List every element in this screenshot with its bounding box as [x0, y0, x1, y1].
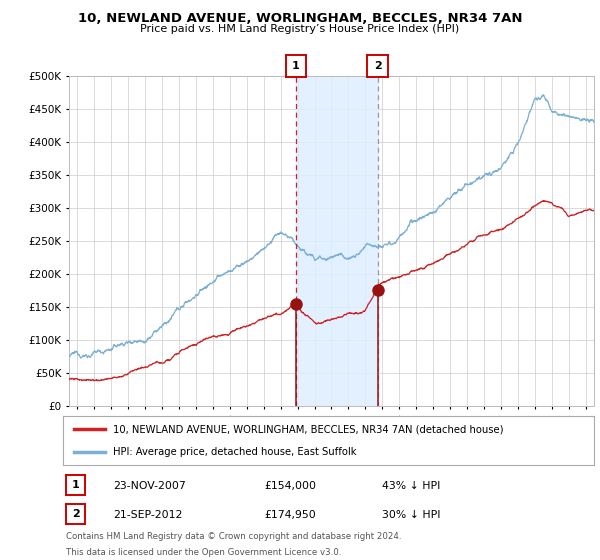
Text: 10, NEWLAND AVENUE, WORLINGHAM, BECCLES, NR34 7AN (detached house): 10, NEWLAND AVENUE, WORLINGHAM, BECCLES,… — [113, 424, 504, 435]
Text: £174,950: £174,950 — [265, 510, 317, 520]
Text: 1: 1 — [72, 480, 79, 490]
Text: 43% ↓ HPI: 43% ↓ HPI — [382, 480, 440, 491]
Text: Price paid vs. HM Land Registry’s House Price Index (HPI): Price paid vs. HM Land Registry’s House … — [140, 24, 460, 34]
Text: 30% ↓ HPI: 30% ↓ HPI — [382, 510, 440, 520]
Text: 23-NOV-2007: 23-NOV-2007 — [113, 480, 186, 491]
Text: 10, NEWLAND AVENUE, WORLINGHAM, BECCLES, NR34 7AN: 10, NEWLAND AVENUE, WORLINGHAM, BECCLES,… — [78, 12, 522, 25]
Text: 1: 1 — [292, 61, 300, 71]
Text: 2: 2 — [374, 61, 382, 71]
Text: 2: 2 — [72, 509, 79, 519]
Bar — [296, 76, 377, 406]
Text: 21-SEP-2012: 21-SEP-2012 — [113, 510, 183, 520]
Text: Contains HM Land Registry data © Crown copyright and database right 2024.: Contains HM Land Registry data © Crown c… — [66, 532, 401, 541]
Text: This data is licensed under the Open Government Licence v3.0.: This data is licensed under the Open Gov… — [66, 548, 341, 557]
Text: £154,000: £154,000 — [265, 480, 317, 491]
Text: HPI: Average price, detached house, East Suffolk: HPI: Average price, detached house, East… — [113, 447, 357, 457]
